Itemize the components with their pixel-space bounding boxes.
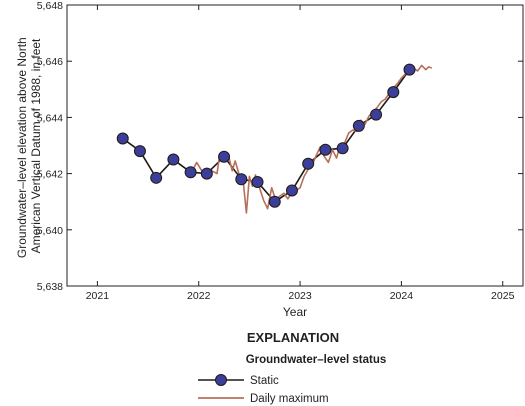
static-point xyxy=(285,184,298,197)
legend-daily-label: Daily maximum xyxy=(250,393,329,405)
y-axis-ticks: 5,638 5,640 5,642 5,644 5,646 5,648 xyxy=(37,0,523,293)
legend-subtitle: Groundwater–level status xyxy=(246,354,387,366)
series-layer xyxy=(116,63,433,214)
static-point xyxy=(218,150,231,163)
static-point xyxy=(352,119,365,132)
static-point xyxy=(403,63,416,76)
y-tick-label: 5,648 xyxy=(37,0,63,12)
legend-static-label: Static xyxy=(250,375,279,387)
legend-static-marker xyxy=(215,374,227,386)
static-series-line xyxy=(122,69,411,203)
static-point xyxy=(200,167,213,180)
x-tick-label: 2022 xyxy=(187,290,211,302)
y-axis-title: Groundwater–level elevation above North … xyxy=(15,34,43,258)
y-axis-title-line-1: Groundwater–level elevation above North xyxy=(15,37,29,258)
static-point xyxy=(235,173,248,186)
y-tick-label: 5,642 xyxy=(37,169,63,181)
static-point xyxy=(370,108,383,121)
static-point xyxy=(184,166,197,179)
x-axis-ticks: 2021 2022 2023 2024 2025 xyxy=(86,5,515,302)
y-tick-label: 5,640 xyxy=(37,225,63,237)
x-tick-label: 2024 xyxy=(390,290,414,302)
y-tick-label: 5,638 xyxy=(37,281,63,293)
static-point xyxy=(268,195,281,208)
x-tick-label: 2021 xyxy=(86,290,110,302)
static-point xyxy=(387,86,400,99)
static-point xyxy=(133,145,146,158)
y-tick-label: 5,644 xyxy=(37,112,63,124)
x-tick-label: 2023 xyxy=(288,290,312,302)
y-tick-label: 5,646 xyxy=(37,56,63,68)
static-point xyxy=(319,143,332,156)
static-point xyxy=(251,176,264,189)
static-point xyxy=(167,153,180,166)
static-point xyxy=(116,132,129,145)
static-point xyxy=(336,142,349,155)
x-axis-title: Year xyxy=(283,305,307,319)
plot-frame xyxy=(66,4,524,287)
static-point xyxy=(150,171,163,184)
y-axis-title-line-2: American Vertical Datum of 1988, in feet xyxy=(29,38,43,253)
static-point xyxy=(302,157,315,170)
legend: EXPLANATION Groundwater–level status Sta… xyxy=(198,330,386,405)
legend-title: EXPLANATION xyxy=(247,330,339,345)
x-tick-label: 2025 xyxy=(491,290,515,302)
